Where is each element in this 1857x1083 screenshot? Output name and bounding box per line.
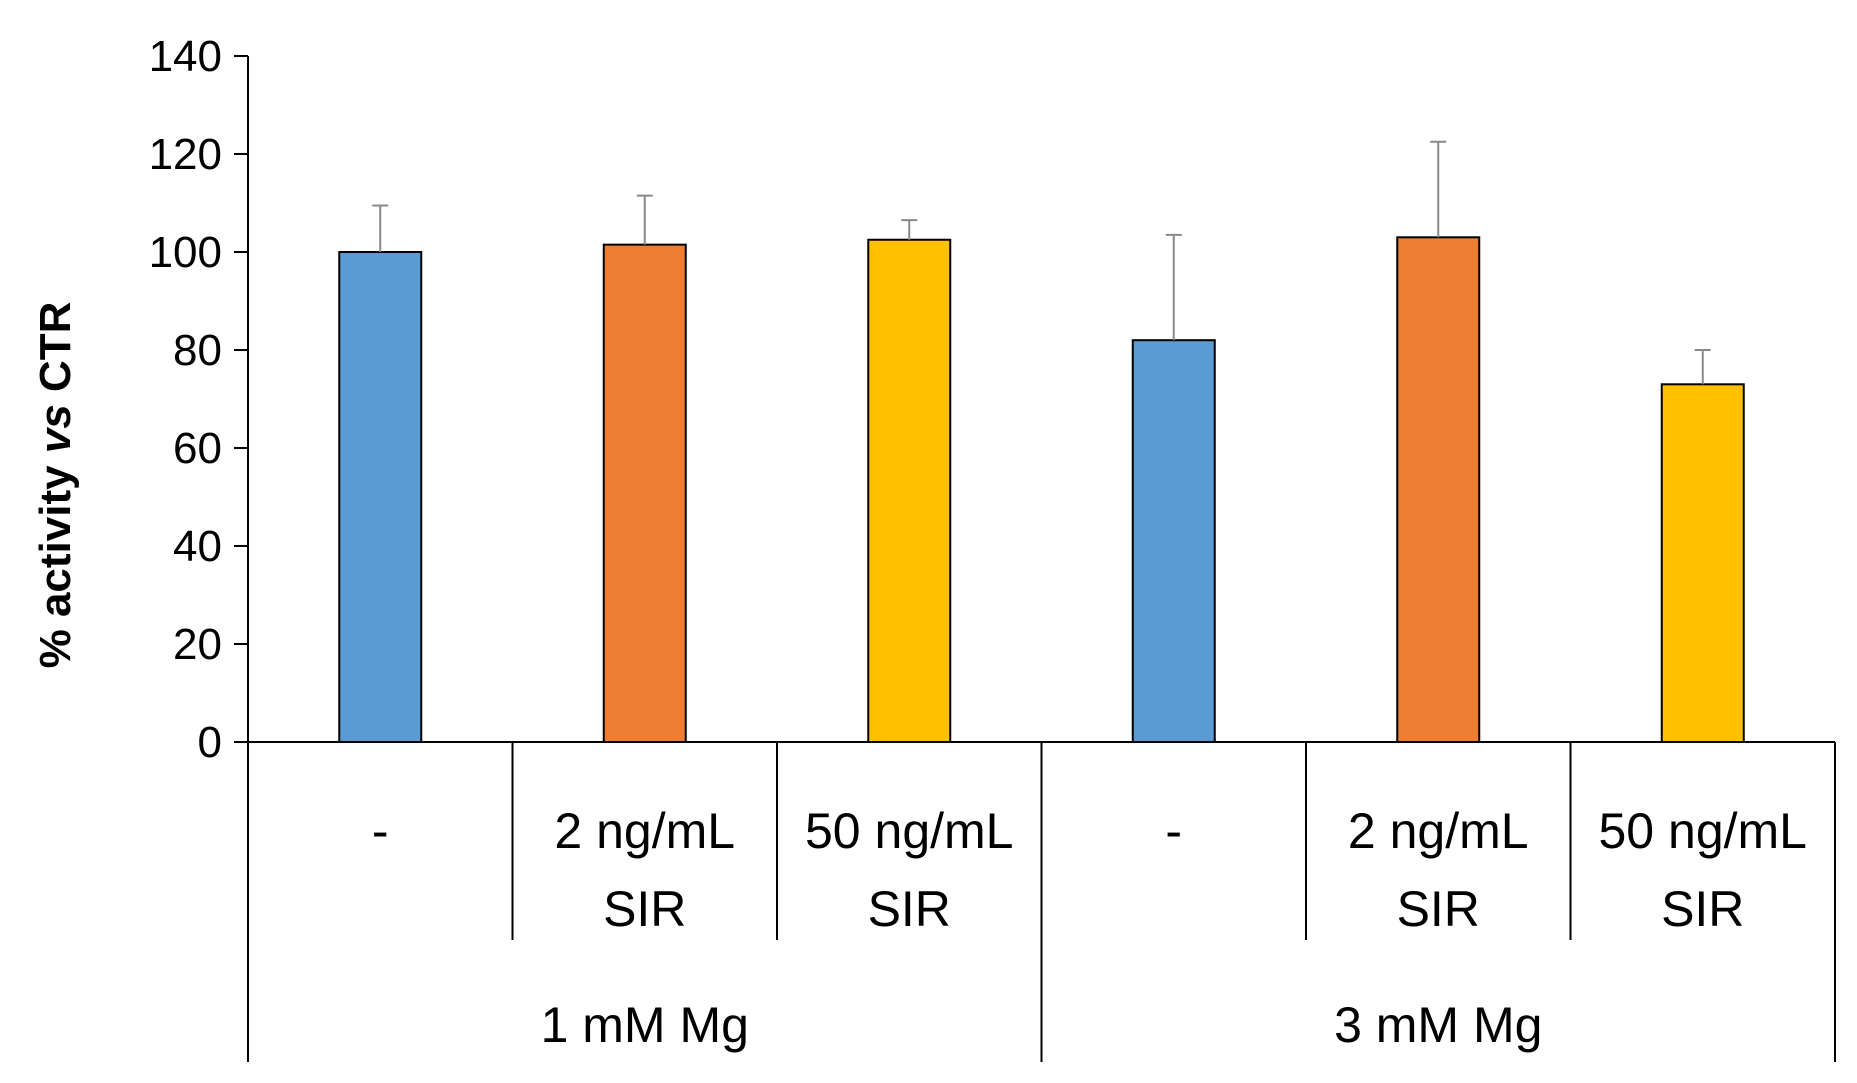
category-label-line1: - — [1165, 803, 1182, 859]
error-bars — [372, 140, 1711, 385]
category-label-line2: SIR — [868, 881, 951, 937]
bar — [1131, 339, 1216, 743]
category-label-line2: SIR — [1397, 881, 1480, 937]
bar — [338, 251, 423, 743]
category-label-line1: - — [372, 803, 389, 859]
y-tick-labels: 0 20 40 60 80 100 120 140 — [149, 32, 222, 767]
bars — [338, 236, 1745, 744]
axes — [234, 55, 1836, 1062]
y-tick-label: 60 — [173, 424, 222, 473]
y-tick-label: 120 — [149, 130, 222, 179]
group-labels: 1 mM Mg 3 mM Mg — [541, 997, 1543, 1053]
category-labels: - 2 ng/mL SIR 50 ng/mL SIR - 2 ng/mL SIR 50 ng/m… — [372, 803, 1807, 937]
y-axis-label: % activity vs CTR — [31, 302, 80, 669]
category-label-line1: 50 ng/mL — [1599, 803, 1807, 859]
group-label: 1 mM Mg — [541, 997, 749, 1053]
y-tick-label: 80 — [173, 326, 222, 375]
group-label: 3 mM Mg — [1334, 997, 1542, 1053]
category-label-line1: 50 ng/mL — [805, 803, 1013, 859]
category-label-line2: SIR — [1661, 881, 1744, 937]
bar — [1396, 236, 1481, 744]
y-tick-label: 0 — [198, 718, 222, 767]
bar — [1660, 383, 1745, 743]
y-axis-label-part-2: vs — [31, 404, 80, 453]
category-label-line2: SIR — [603, 881, 686, 937]
y-tick-label: 100 — [149, 228, 222, 277]
bar — [867, 238, 952, 743]
y-axis-label-part-3: CTR — [31, 302, 80, 405]
y-tick-label: 20 — [173, 620, 222, 669]
y-tick-label: 40 — [173, 522, 222, 571]
bar — [602, 243, 687, 743]
y-tick-label: 140 — [149, 32, 222, 81]
category-label-line1: 2 ng/mL — [554, 803, 735, 859]
category-label-line1: 2 ng/mL — [1348, 803, 1529, 859]
y-axis-label-part-1: % activity — [31, 453, 80, 668]
